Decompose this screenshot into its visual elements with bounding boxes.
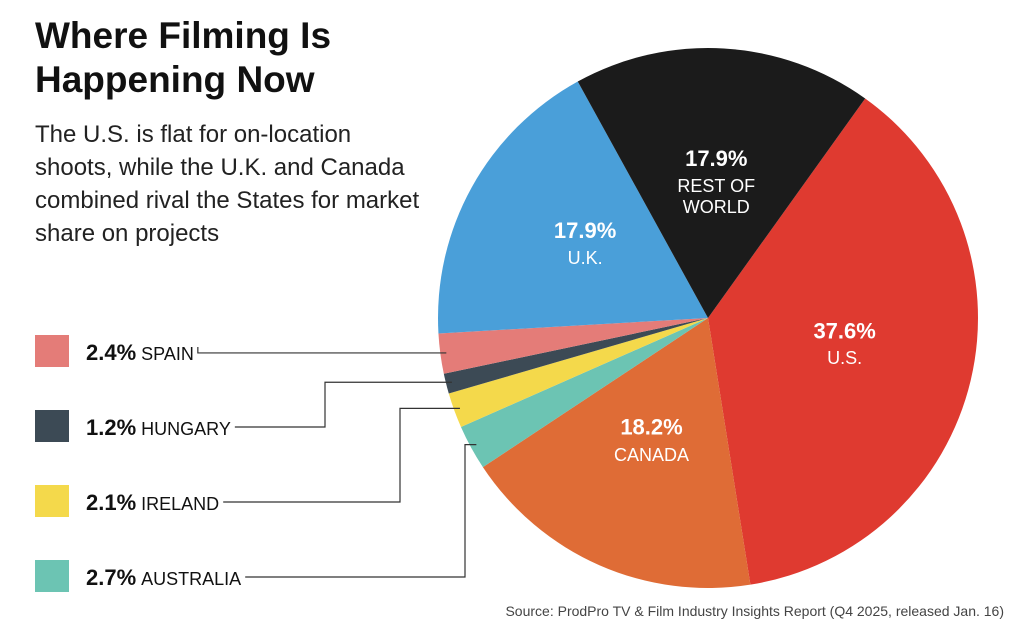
- slice-name: CANADA: [614, 444, 690, 465]
- legend-value: 2.1%: [86, 490, 136, 515]
- chart-title: Where Filming Is Happening Now: [35, 15, 332, 100]
- legend-label: HUNGARY: [141, 419, 231, 439]
- legend-swatch: [35, 560, 69, 592]
- slice-name: U.S.: [827, 348, 863, 369]
- slice-value-label: 17.9%: [685, 146, 747, 171]
- pie-slice: [482, 318, 751, 588]
- slice-name-fo: REST OF WORLD: [677, 175, 756, 217]
- legend-label: SPAIN: [141, 344, 194, 364]
- leader-line: [223, 407, 460, 503]
- slice-name-fo: CANADA: [614, 444, 690, 465]
- pie-slice: [438, 318, 708, 374]
- slice-name: U.K.: [567, 248, 603, 269]
- pie-slice: [577, 47, 866, 318]
- legend-label: IRELAND: [141, 494, 219, 514]
- pie-slice: [448, 318, 708, 427]
- chart-subtitle: The U.S. is flat for on-location shoots,…: [35, 121, 420, 247]
- legend-value: 2.4%: [86, 340, 136, 365]
- slice-value-label: 17.9%: [554, 218, 616, 243]
- slice-value-label: 37.6%: [813, 318, 875, 343]
- slice-name-fo: U.S.: [827, 348, 863, 369]
- pie-slice: [443, 318, 708, 394]
- slice-value-label: 18.2%: [620, 415, 682, 440]
- legend-value: 2.7%: [86, 565, 136, 590]
- legend-label: AUSTRALIA: [141, 569, 241, 589]
- pie-slice: [438, 81, 708, 334]
- source-note: Source: ProdPro TV & Film Industry Insig…: [505, 603, 1004, 619]
- legend-swatch: [35, 485, 69, 517]
- legend-value: 1.2%: [86, 415, 136, 440]
- leader-line: [245, 444, 477, 578]
- legend-swatch: [35, 335, 69, 367]
- slice-name: REST OF WORLD: [677, 175, 756, 217]
- leader-line: [197, 347, 447, 354]
- pie-slice: [460, 318, 708, 468]
- slice-name-fo: U.K.: [567, 248, 603, 269]
- leader-line: [234, 381, 452, 428]
- legend-swatch: [35, 410, 69, 442]
- pie-slice: [708, 98, 978, 585]
